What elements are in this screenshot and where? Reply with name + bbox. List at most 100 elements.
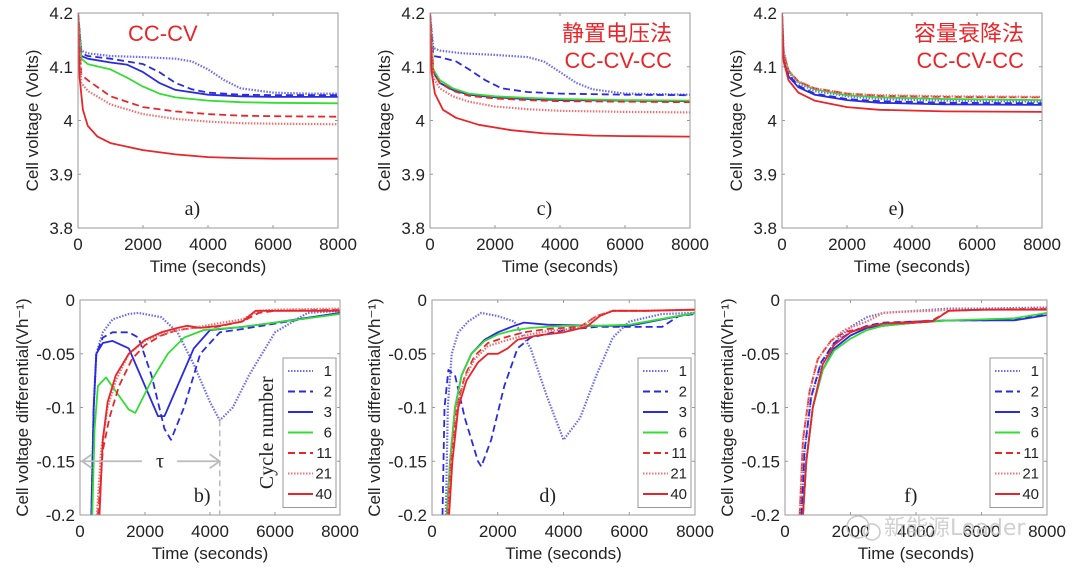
legend-label: 40: [1022, 486, 1039, 503]
wechat-icon: [846, 515, 870, 539]
y-tick-label: 4.2: [753, 4, 777, 23]
legend-label: 40: [670, 486, 687, 503]
series-line-cycle-40: [78, 13, 338, 160]
series-group: [782, 13, 1042, 113]
x-tick-label: 6000: [958, 235, 996, 254]
legend-label: 2: [1031, 384, 1039, 401]
legend-label: 40: [315, 486, 332, 503]
panel-label: d): [539, 485, 556, 507]
y-tick-label: 4.2: [401, 4, 425, 23]
method-annotation: 容量衰降法: [914, 21, 1024, 46]
panel-label: e): [889, 198, 905, 220]
series-line-cycle-3: [78, 13, 338, 98]
x-tick-label: 6000: [963, 522, 1001, 541]
x-tick-label: 8000: [321, 522, 359, 541]
series-line-cycle-1: [78, 13, 338, 95]
legend-label: 3: [324, 404, 332, 421]
x-tick-label: 2000: [479, 522, 517, 541]
x-tick-label: 0: [777, 235, 786, 254]
watermark: 新能源Leader: [846, 515, 1026, 541]
y-tick-label: -0.2: [398, 506, 427, 525]
x-axis-label: Time (seconds): [152, 544, 269, 563]
y-tick-label: -0.2: [46, 506, 75, 525]
x-tick-label: 4000: [541, 235, 579, 254]
x-tick-label: 2000: [124, 235, 162, 254]
panel-label: b): [194, 485, 211, 507]
y-tick-label: 3.8: [753, 219, 777, 238]
y-tick-label: 3.8: [49, 219, 73, 238]
legend-label: 1: [1031, 363, 1039, 380]
x-tick-label: 8000: [676, 522, 714, 541]
x-tick-label: 6000: [254, 235, 292, 254]
plot-frame: [79, 299, 341, 516]
legend-label: 6: [679, 425, 687, 442]
plot-frame: [781, 12, 1043, 229]
y-tick-label: 0: [66, 291, 75, 310]
panel-label: a): [185, 198, 201, 220]
y-tick-label: -0.05: [36, 345, 75, 364]
series-line-cycle-40: [782, 13, 1042, 113]
plot-frame: [431, 299, 696, 516]
series-group: [90, 307, 340, 515]
y-tick-label: 4: [416, 112, 425, 131]
plot-frame: [77, 12, 339, 229]
y-axis-label: Cell voltage differential(Vh⁻¹): [13, 298, 32, 516]
y-tick-label: 0: [771, 291, 780, 310]
x-axis-label: Time (seconds): [854, 257, 971, 276]
plot-frame: [784, 299, 1048, 516]
legend-label: 6: [324, 425, 332, 442]
series-line-cycle-1: [430, 13, 690, 96]
x-tick-label: 0: [425, 235, 434, 254]
x-axis-label: Time (seconds): [502, 257, 619, 276]
series-line-cycle-1: [782, 13, 1042, 103]
x-tick-label: 8000: [1028, 522, 1066, 541]
series-line-cycle-40: [98, 309, 340, 515]
x-tick-label: 2000: [832, 522, 870, 541]
legend-title: Cycle number: [256, 376, 278, 489]
legend-label: 2: [324, 384, 332, 401]
legend: 1 2 3 6 11 21 40: [989, 357, 1044, 508]
plot-frame: [429, 12, 691, 229]
chart-b: 0 2000 4000 6000 8000 -0.2 -0.15 -0.1 -0.05 0 Time…: [13, 291, 359, 563]
x-tick-label: 4000: [189, 235, 227, 254]
legend-label: 11: [671, 445, 687, 462]
wechat-icon-bubble: [863, 523, 881, 541]
x-tick-label: 8000: [1023, 235, 1061, 254]
x-tick-label: 6000: [256, 522, 294, 541]
x-tick-label: 4000: [893, 235, 931, 254]
chart-a: 0 2000 4000 6000 8000 3.8 3.9 4 4.1 4.2 Time (seco…: [23, 4, 357, 276]
method-annotation: CC-CV: [128, 21, 198, 46]
legend-label: 11: [1023, 445, 1039, 462]
series-group: [430, 13, 690, 138]
legend-label: 11: [316, 445, 332, 462]
y-axis-label: Cell voltage (Volts): [727, 50, 746, 192]
x-tick-label: 8000: [671, 235, 709, 254]
watermark-text: 新能源Leader: [884, 516, 1026, 541]
legend-label: 21: [315, 466, 332, 483]
x-axis-label: Time (seconds): [505, 544, 622, 563]
arrowhead-right-icon: [209, 453, 222, 469]
series-group: [798, 306, 1047, 515]
y-tick-label: 4.1: [753, 58, 777, 77]
y-tick-label: 3.9: [401, 165, 425, 184]
series-line-cycle-1: [90, 309, 340, 515]
x-axis-label: Time (seconds): [150, 257, 267, 276]
chart-c: 0 2000 4000 6000 8000 3.8 3.9 4 4.1 4.2 Time (seco…: [375, 4, 709, 276]
series-line-cycle-21: [78, 13, 338, 126]
x-tick-label: 4000: [897, 522, 935, 541]
x-axis-label: Time (seconds): [858, 544, 975, 563]
chart-d: 0 2000 4000 6000 8000 -0.2 -0.15 -0.1 -0.05 0 Time…: [365, 291, 714, 563]
legend-label: 1: [679, 363, 687, 380]
tau-label: τ: [156, 450, 164, 472]
method-annotation: 静置电压法: [562, 21, 672, 46]
series-line-cycle-6: [430, 13, 690, 102]
chart-e: 0 2000 4000 6000 8000 3.8 3.9 4 4.1 4.2 Time (seco…: [727, 4, 1061, 276]
series-group: [78, 13, 338, 160]
series-line-cycle-1: [800, 306, 1047, 515]
legend-label: 6: [1031, 425, 1039, 442]
series-line-cycle-6: [91, 313, 340, 515]
chart-f: 0 2000 4000 6000 8000 -0.2 -0.15 -0.1 -0.05 0 Time…: [718, 291, 1066, 563]
legend-label: 3: [1031, 404, 1039, 421]
panel-label: f): [904, 485, 917, 507]
